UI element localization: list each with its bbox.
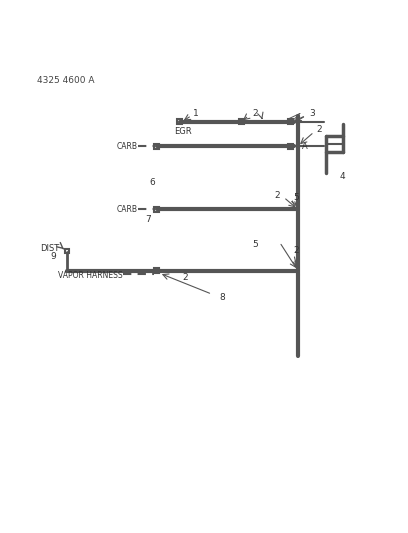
Text: 2: 2 [294, 246, 299, 255]
Bar [288, 119, 293, 124]
Bar [65, 249, 69, 253]
Text: 1: 1 [193, 109, 199, 118]
Text: 2: 2 [252, 109, 258, 118]
Bar [288, 144, 293, 149]
Text: 5: 5 [294, 192, 299, 201]
Text: 2: 2 [275, 191, 280, 199]
Text: 4325 4600 A: 4325 4600 A [37, 76, 94, 85]
Bar [239, 119, 244, 124]
Text: EGR: EGR [174, 126, 192, 135]
Text: 8: 8 [220, 293, 225, 302]
Text: 2: 2 [183, 273, 188, 282]
Text: 7: 7 [145, 215, 151, 224]
Bar [154, 207, 159, 212]
Text: VAPOR HARNESS: VAPOR HARNESS [58, 271, 122, 280]
Text: DIST: DIST [40, 244, 59, 253]
Text: CARB: CARB [117, 142, 137, 151]
Text: 3: 3 [309, 109, 315, 118]
Bar [154, 268, 159, 273]
Text: 9: 9 [50, 252, 56, 261]
Text: 2: 2 [316, 125, 322, 134]
Text: 4: 4 [340, 172, 346, 181]
Text: 5: 5 [252, 239, 258, 248]
Text: A: A [302, 142, 308, 151]
Text: CARB: CARB [117, 205, 137, 214]
Bar [177, 119, 182, 124]
Bar [154, 144, 159, 149]
Text: 6: 6 [149, 178, 155, 187]
